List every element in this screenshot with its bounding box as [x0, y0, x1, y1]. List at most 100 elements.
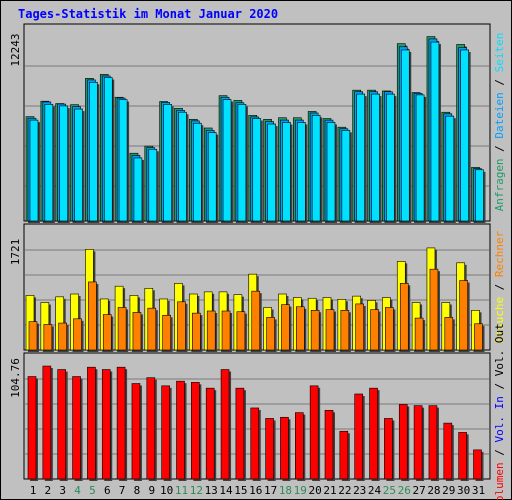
bar-volumen-day-29 — [443, 422, 453, 480]
bar-rechner-day-25 — [385, 307, 394, 351]
bar-seiten-day-14 — [222, 99, 232, 222]
bar-volumen-day-17 — [265, 418, 274, 480]
bar-volumen-day-9 — [146, 377, 156, 480]
bar-rechner-day-20 — [310, 310, 320, 351]
bar-rechner-day-22 — [340, 310, 350, 351]
x-tick-label: 6 — [104, 484, 111, 497]
bar-rechner-day-24 — [370, 309, 379, 351]
legend-segment: / — [493, 442, 506, 462]
bar-seiten-day-9 — [148, 148, 158, 222]
bars-layer — [25, 36, 486, 481]
bar-seiten-day-30 — [460, 49, 469, 222]
x-tick-label: 9 — [148, 484, 155, 497]
legend-segment: Vol. Out — [493, 323, 506, 376]
legend-segment: Seiten — [493, 33, 506, 73]
bar-rechner-day-10 — [162, 314, 171, 351]
x-tick-label: 25 — [383, 484, 396, 497]
bar-rechner-day-3 — [58, 322, 68, 351]
bar-rechner-day-4 — [73, 318, 82, 351]
bar-volumen-day-13 — [205, 387, 215, 480]
x-tick-label: 3 — [59, 484, 66, 497]
x-tick-label: 18 — [279, 484, 292, 497]
bar-volumen-day-5 — [87, 366, 96, 480]
bar-volumen-day-27 — [413, 405, 423, 480]
legend-segment: Rechner — [493, 230, 506, 277]
visits-ymax-label: 1721 — [9, 239, 22, 266]
volume-ymax-label: 104.76 — [9, 358, 22, 398]
bar-rechner-day-2 — [43, 324, 53, 351]
bar-seiten-day-31 — [475, 169, 484, 222]
x-tick-label: 24 — [368, 484, 382, 497]
bar-seiten-day-6 — [103, 77, 113, 222]
bar-volumen-day-8 — [131, 383, 141, 480]
bar-volumen-day-20 — [309, 385, 319, 480]
bar-volumen-day-11 — [176, 380, 185, 480]
x-tick-label: 20 — [309, 484, 322, 497]
volume-legend: Volumen / Vol. In / Vol. Out — [493, 323, 506, 500]
bar-rechner-day-8 — [132, 312, 142, 351]
bar-rechner-day-1 — [28, 321, 38, 351]
x-tick-label: 16 — [249, 484, 262, 497]
bar-volumen-day-28 — [428, 405, 438, 480]
bar-volumen-day-1 — [27, 376, 37, 480]
bar-rechner-day-23 — [355, 303, 365, 351]
bar-seiten-day-2 — [44, 104, 54, 222]
chart-title: Tages-Statistik im Monat Januar 2020 — [18, 7, 278, 21]
legend-segment: Volumen — [493, 462, 506, 500]
bar-rechner-day-18 — [281, 304, 290, 351]
x-tick-label: 21 — [323, 484, 336, 497]
bar-volumen-day-24 — [369, 387, 378, 480]
bar-rechner-day-29 — [444, 317, 454, 351]
bar-rechner-day-14 — [221, 310, 231, 351]
bar-seiten-day-27 — [415, 94, 425, 222]
legend-segment: Besuche — [493, 297, 506, 343]
bar-seiten-day-13 — [207, 132, 217, 222]
x-tick-label: 4 — [74, 484, 81, 497]
bar-rechner-day-17 — [266, 317, 275, 351]
legend-segment: / — [493, 72, 506, 92]
bar-rechner-day-16 — [251, 290, 261, 351]
bar-rechner-day-9 — [147, 307, 157, 351]
legend-segment: / — [493, 277, 506, 297]
bar-seiten-day-8 — [133, 157, 143, 222]
bar-volumen-day-18 — [280, 416, 289, 480]
x-tick-label: 7 — [119, 484, 126, 497]
bar-seiten-day-24 — [371, 93, 380, 222]
bar-volumen-day-10 — [161, 385, 170, 480]
bar-rechner-day-7 — [117, 307, 127, 351]
bar-seiten-day-10 — [163, 104, 172, 222]
bar-volumen-day-14 — [220, 369, 230, 480]
x-tick-label: 10 — [160, 484, 173, 497]
requests-ymax-label: 12243 — [9, 33, 22, 66]
bar-seiten-day-3 — [59, 105, 69, 222]
bar-volumen-day-21 — [324, 409, 334, 480]
bar-seiten-day-22 — [341, 130, 351, 222]
bar-rechner-day-31 — [474, 323, 483, 351]
bar-volumen-day-25 — [384, 418, 393, 480]
x-tick-label: 30 — [457, 484, 470, 497]
bar-rechner-day-30 — [459, 280, 468, 351]
legend-segment: / — [493, 139, 506, 159]
bar-rechner-day-12 — [192, 312, 201, 351]
bar-seiten-day-4 — [74, 108, 83, 222]
bar-rechner-day-15 — [236, 311, 246, 351]
bar-volumen-day-2 — [42, 365, 52, 480]
bar-seiten-day-18 — [282, 122, 291, 222]
x-axis-labels: 1 2 3 4 5 6 7 8 9 10 11 12 13 14 15 16 17 18 19 20 21 22 23 24 2… — [30, 484, 485, 497]
bar-seiten-day-29 — [445, 115, 455, 222]
x-tick-label: 19 — [294, 484, 307, 497]
x-tick-label: 29 — [442, 484, 455, 497]
x-tick-label: 26 — [398, 484, 411, 497]
bar-rechner-day-5 — [88, 281, 97, 351]
visits-legend: Besuche / Rechner — [493, 230, 506, 343]
x-tick-label: 8 — [134, 484, 141, 497]
x-tick-label: 2 — [45, 484, 52, 497]
bar-volumen-day-15 — [235, 387, 245, 480]
bar-volumen-day-3 — [57, 369, 67, 480]
bar-seiten-day-7 — [118, 99, 128, 222]
bar-rechner-day-27 — [414, 317, 424, 351]
x-tick-label: 5 — [89, 484, 96, 497]
bar-seiten-day-26 — [400, 49, 410, 222]
bar-seiten-day-5 — [89, 81, 98, 222]
